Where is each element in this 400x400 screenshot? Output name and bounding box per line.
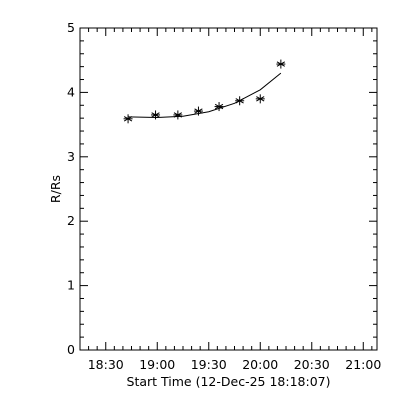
data-points <box>123 59 286 124</box>
data-point <box>214 102 224 112</box>
ticks <box>80 27 377 351</box>
y-tick-label: 1 <box>67 278 75 293</box>
plot-frame <box>79 27 378 351</box>
y-tick-label: 2 <box>67 213 75 228</box>
x-tick-label: 20:30 <box>294 357 330 372</box>
y-tick-label: 0 <box>67 342 75 357</box>
data-point <box>276 59 286 69</box>
x-axis-label: Start Time (12-Dec-25 18:18:07) <box>127 374 331 389</box>
y-tick-label: 4 <box>67 84 75 99</box>
x-tick-label: 19:30 <box>191 357 227 372</box>
data-point <box>193 106 203 116</box>
y-tick-label: 5 <box>67 20 75 35</box>
data-point <box>151 110 161 120</box>
fit-line <box>128 72 282 119</box>
y-axis-label: R/Rs <box>48 175 63 203</box>
data-point <box>255 94 265 104</box>
data-point <box>235 96 245 106</box>
data-point <box>173 110 183 120</box>
x-tick-label: 21:00 <box>345 357 381 372</box>
y-tick-label: 3 <box>67 149 75 164</box>
x-tick-label: 20:00 <box>242 357 278 372</box>
fit-line-group <box>128 72 282 119</box>
x-tick-label: 19:00 <box>139 357 175 372</box>
x-tick-label: 18:30 <box>88 357 124 372</box>
tick-labels: 18:30 19:00 19:30 20:00 20:30 21:00 0 1 2 3 4 5 <box>67 20 381 372</box>
data-point <box>123 114 133 124</box>
